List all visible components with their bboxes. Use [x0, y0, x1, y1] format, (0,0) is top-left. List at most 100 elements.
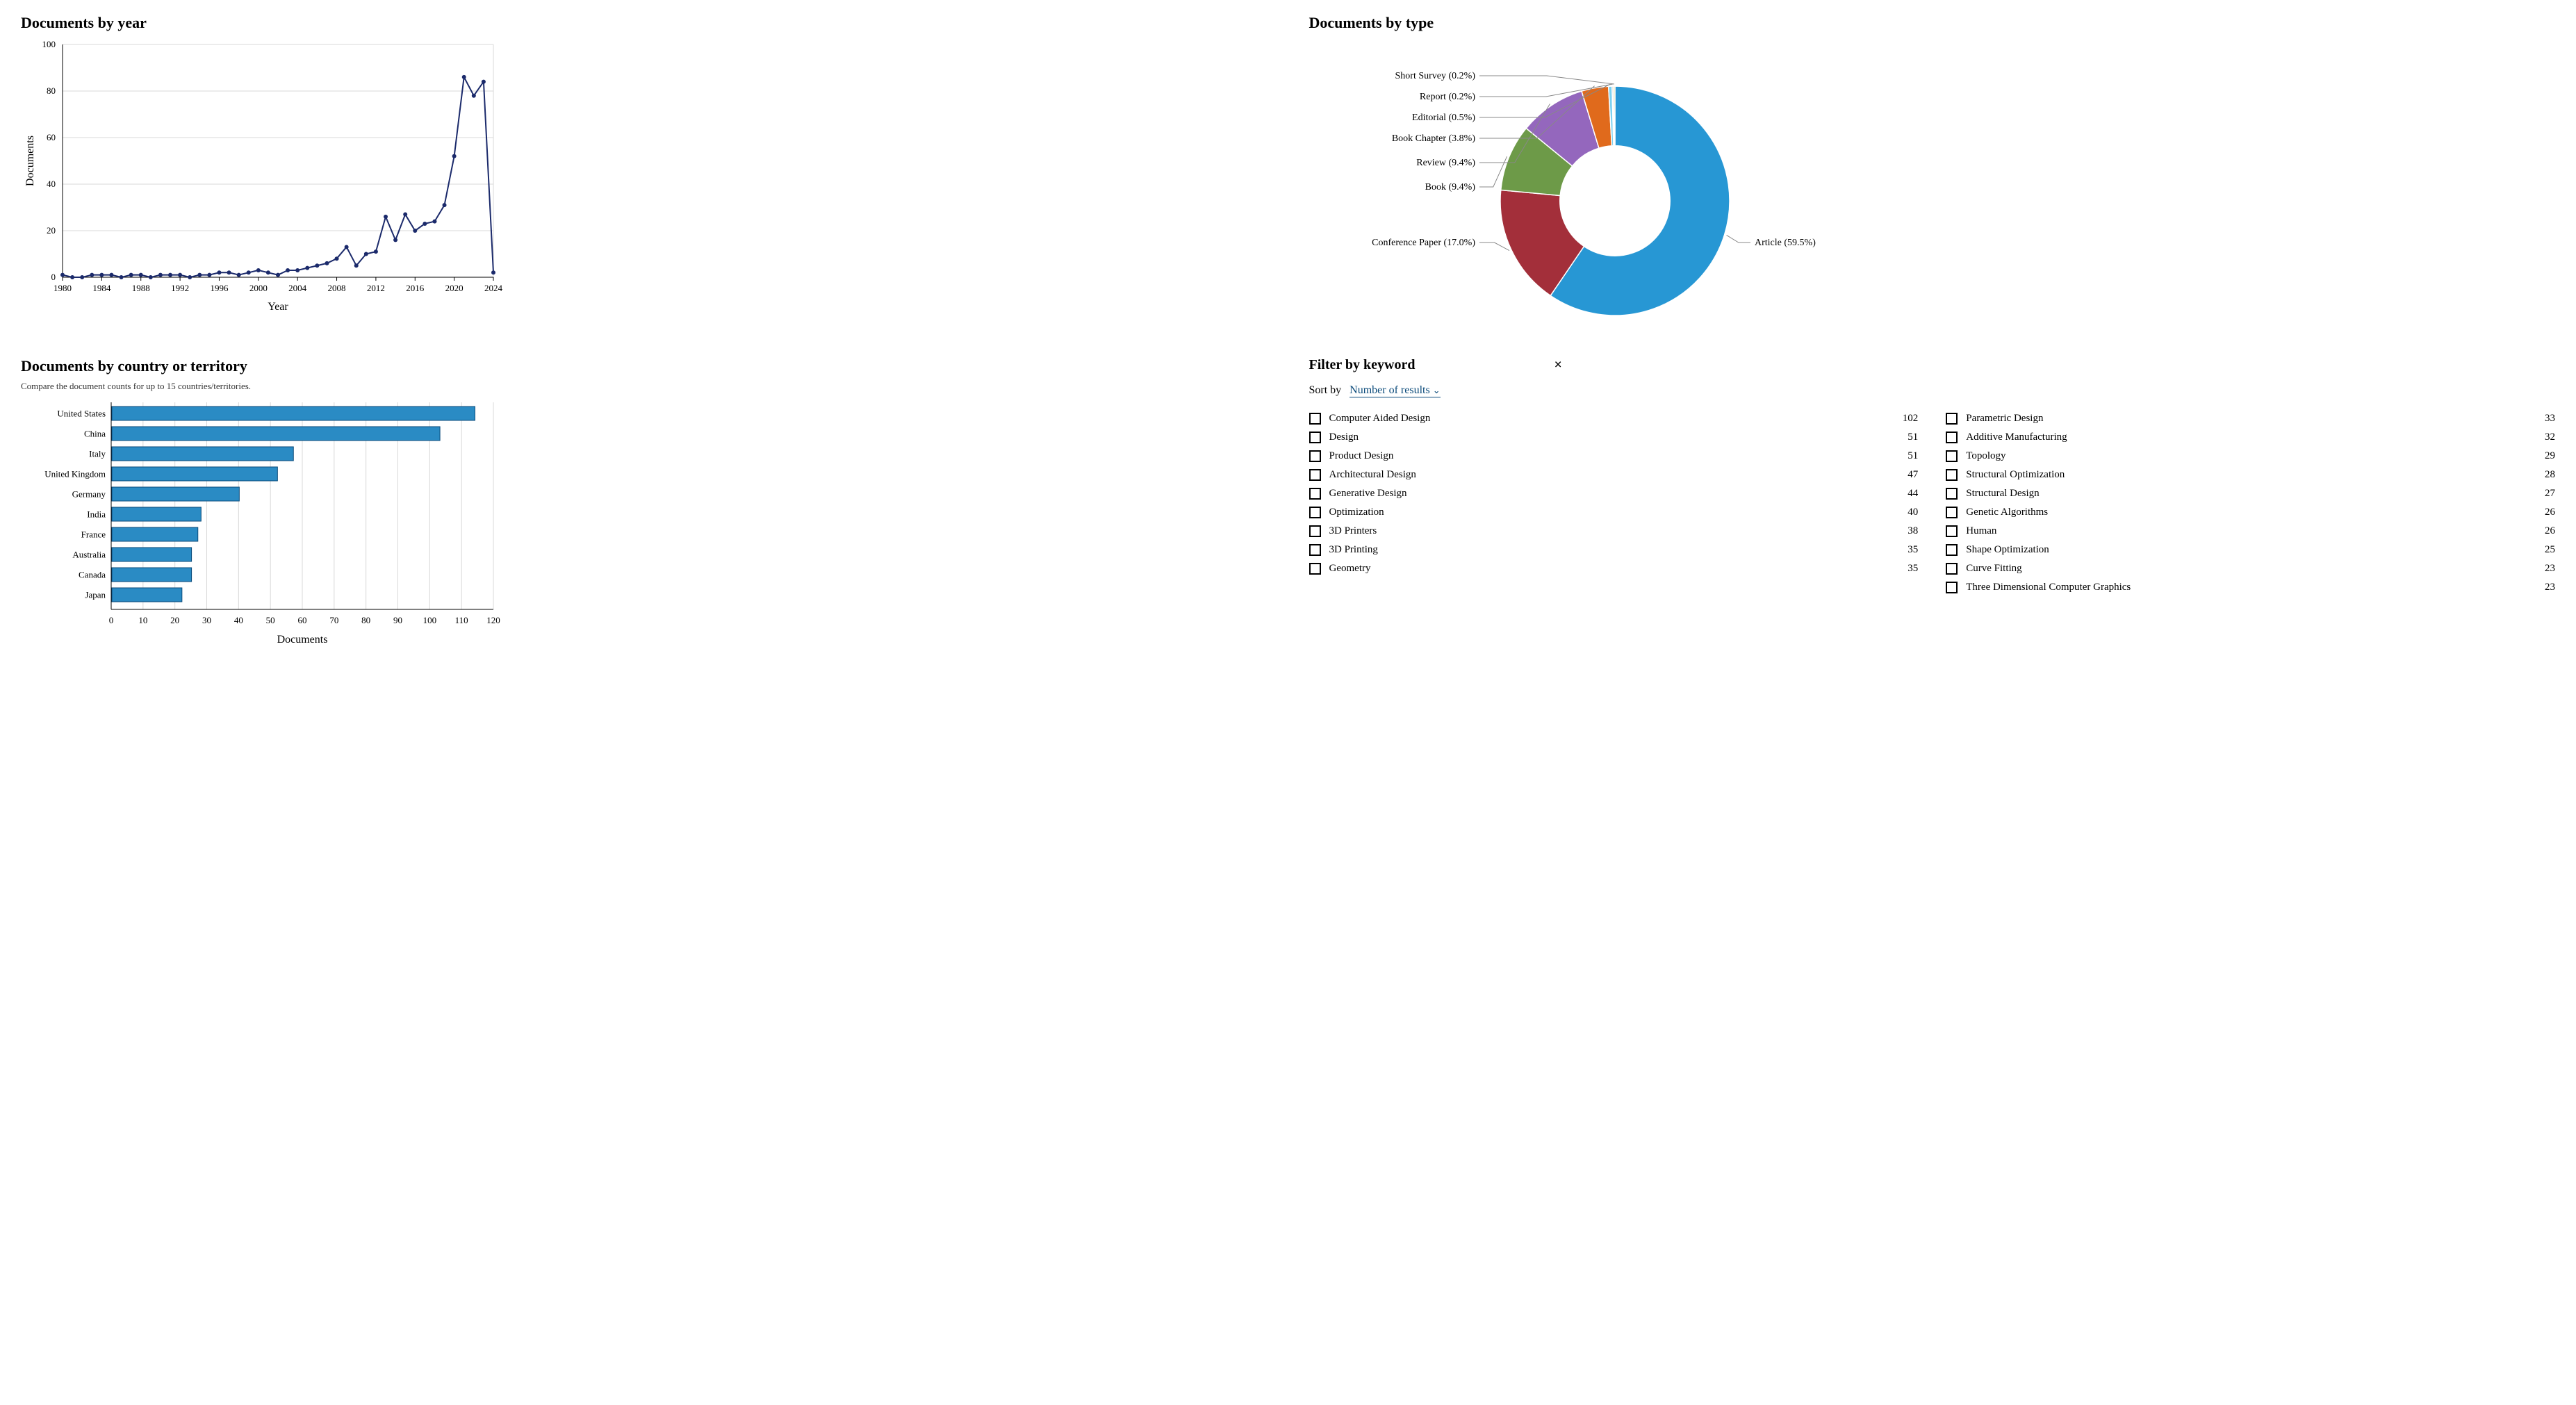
bar	[112, 507, 201, 521]
checkbox[interactable]	[1946, 507, 1958, 518]
keyword-count: 40	[1890, 507, 1918, 518]
checkbox[interactable]	[1309, 413, 1321, 425]
keyword-count: 44	[1890, 488, 1918, 500]
checkbox[interactable]	[1309, 450, 1321, 462]
keyword-row[interactable]: Additive Manufacturing32	[1946, 428, 2555, 447]
checkbox[interactable]	[1309, 469, 1321, 481]
checkbox[interactable]	[1946, 525, 1958, 537]
keyword-label: Structural Optimization	[1966, 469, 2527, 481]
donut-label: Short Survey (0.2%)	[1395, 71, 1475, 81]
donut-slice	[1613, 86, 1614, 146]
donut-label: Editorial (0.5%)	[1412, 113, 1475, 123]
keyword-row[interactable]: Computer Aided Design102	[1309, 409, 1919, 428]
keyword-row[interactable]: Curve Fitting23	[1946, 559, 2555, 578]
bar-chart: 0102030405060708090100110120United State…	[21, 399, 507, 648]
keyword-row[interactable]: Structural Optimization28	[1946, 466, 2555, 484]
keyword-count: 51	[1890, 432, 1918, 443]
filter-title: Filter by keyword	[1309, 357, 1416, 373]
keyword-row[interactable]: Geometry35	[1309, 559, 1919, 578]
keyword-row[interactable]: Design51	[1309, 428, 1919, 447]
keyword-row[interactable]: Three Dimensional Computer Graphics23	[1946, 578, 2555, 597]
svg-text:60: 60	[298, 615, 307, 625]
checkbox[interactable]	[1309, 563, 1321, 575]
keyword-label: Parametric Design	[1966, 413, 2527, 425]
bar-category-label: United States	[57, 408, 106, 418]
keyword-row[interactable]: Topology29	[1946, 447, 2555, 466]
keyword-label: Design	[1329, 432, 1891, 443]
keyword-row[interactable]: Parametric Design33	[1946, 409, 2555, 428]
bar-category-label: Australia	[72, 549, 106, 559]
keyword-row[interactable]: 3D Printing35	[1309, 541, 1919, 559]
checkbox[interactable]	[1946, 544, 1958, 556]
checkbox[interactable]	[1309, 525, 1321, 537]
keyword-row[interactable]: Genetic Algorithms26	[1946, 503, 2555, 522]
keyword-count: 27	[2527, 488, 2555, 500]
checkbox[interactable]	[1946, 469, 1958, 481]
keyword-row[interactable]: Architectural Design47	[1309, 466, 1919, 484]
keyword-label: Additive Manufacturing	[1966, 432, 2527, 443]
bar-chart-title: Documents by country or territory	[21, 357, 1268, 375]
close-icon[interactable]: ×	[1554, 357, 1561, 373]
svg-text:90: 90	[393, 615, 402, 625]
keyword-count: 35	[1890, 544, 1918, 556]
keyword-label: 3D Printers	[1329, 525, 1891, 537]
svg-text:30: 30	[202, 615, 211, 625]
donut-chart: Article (59.5%)Conference Paper (17.0%)B…	[1309, 38, 1837, 343]
keyword-row[interactable]: Structural Design27	[1946, 484, 2555, 503]
svg-text:70: 70	[329, 615, 338, 625]
checkbox[interactable]	[1309, 432, 1321, 443]
keyword-label: Product Design	[1329, 450, 1891, 462]
svg-text:100: 100	[42, 39, 56, 49]
keyword-count: 23	[2527, 582, 2555, 593]
bar-category-label: Germany	[72, 488, 106, 499]
sort-row: Sort by Number of results⌄	[1309, 384, 2556, 397]
svg-text:2024: 2024	[484, 283, 503, 293]
keyword-label: Human	[1966, 525, 2527, 537]
svg-text:80: 80	[47, 85, 56, 96]
bar	[112, 427, 440, 441]
keyword-label: 3D Printing	[1329, 544, 1891, 556]
svg-text:2008: 2008	[328, 283, 346, 293]
bar	[112, 487, 239, 501]
keyword-row[interactable]: Generative Design44	[1309, 484, 1919, 503]
svg-text:40: 40	[234, 615, 243, 625]
checkbox[interactable]	[1309, 544, 1321, 556]
keyword-count: 23	[2527, 563, 2555, 575]
bar-category-label: Canada	[79, 569, 106, 580]
donut-label: Book Chapter (3.8%)	[1391, 133, 1475, 144]
svg-text:2004: 2004	[288, 283, 307, 293]
checkbox[interactable]	[1946, 413, 1958, 425]
checkbox[interactable]	[1946, 582, 1958, 593]
checkbox[interactable]	[1309, 488, 1321, 500]
checkbox[interactable]	[1946, 450, 1958, 462]
donut-label: Report (0.2%)	[1419, 92, 1475, 102]
keyword-row[interactable]: Human26	[1946, 522, 2555, 541]
keyword-row[interactable]: Product Design51	[1309, 447, 1919, 466]
documents-by-country-panel: Documents by country or territory Compar…	[21, 357, 1268, 648]
keyword-row[interactable]: Optimization40	[1309, 503, 1919, 522]
keyword-row[interactable]: Shape Optimization25	[1946, 541, 2555, 559]
checkbox[interactable]	[1309, 507, 1321, 518]
keyword-label: Optimization	[1329, 507, 1891, 518]
bar-category-label: China	[84, 428, 106, 438]
keyword-count: 26	[2527, 525, 2555, 537]
checkbox[interactable]	[1946, 488, 1958, 500]
line-chart: 0204060801001980198419881992199620002004…	[21, 38, 507, 315]
keyword-label: Generative Design	[1329, 488, 1891, 500]
chevron-down-icon: ⌄	[1433, 385, 1441, 395]
checkbox[interactable]	[1946, 563, 1958, 575]
keyword-row[interactable]: 3D Printers38	[1309, 522, 1919, 541]
svg-text:2012: 2012	[367, 283, 385, 293]
keyword-count: 35	[1890, 563, 1918, 575]
svg-text:Documents: Documents	[277, 634, 328, 646]
svg-text:110: 110	[455, 615, 468, 625]
donut-chart-title: Documents by type	[1309, 14, 2556, 32]
sort-dropdown[interactable]: Number of results⌄	[1349, 384, 1440, 397]
checkbox[interactable]	[1946, 432, 1958, 443]
bar-category-label: India	[87, 509, 106, 519]
keyword-count: 102	[1890, 413, 1918, 425]
keyword-label: Genetic Algorithms	[1966, 507, 2527, 518]
svg-text:Documents: Documents	[24, 135, 36, 186]
bar	[112, 467, 277, 481]
bar-category-label: Italy	[89, 448, 106, 459]
